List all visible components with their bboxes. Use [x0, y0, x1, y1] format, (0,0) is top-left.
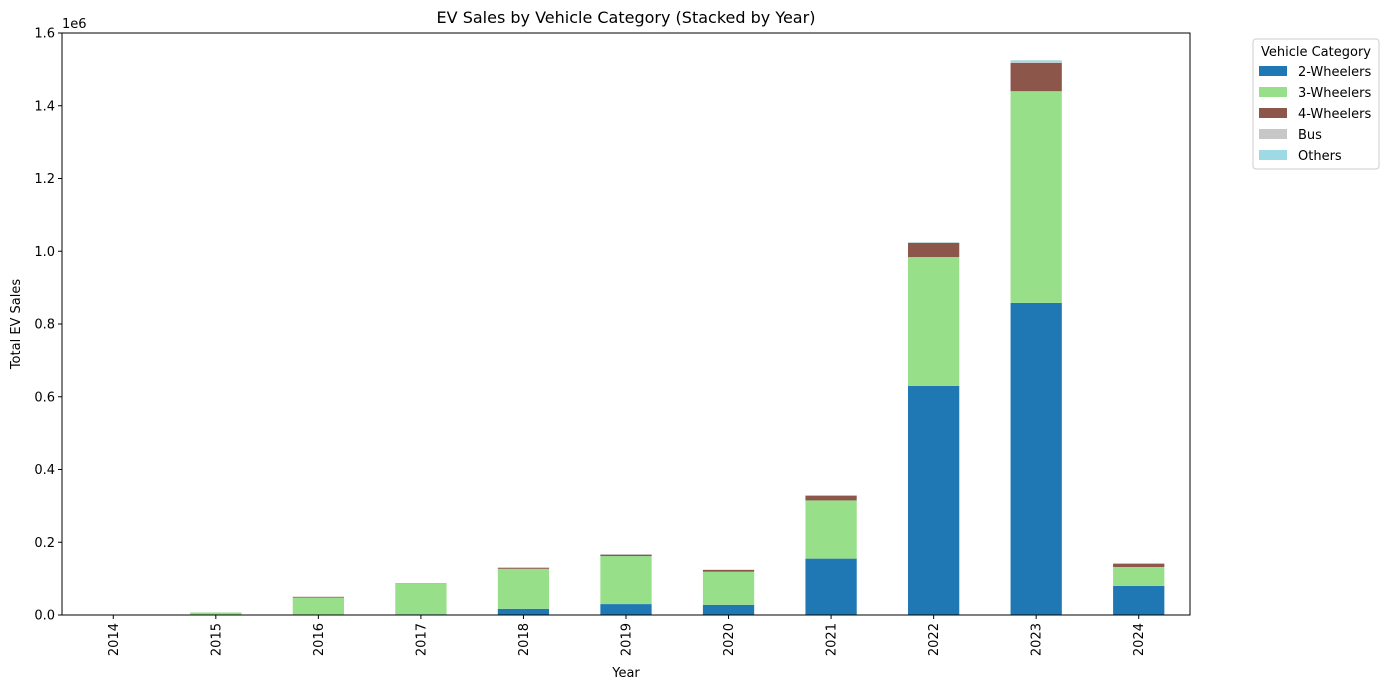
bar-4-wheelers-2023 [1010, 62, 1062, 92]
legend-label-3-wheelers: 3-Wheelers [1298, 86, 1371, 101]
x-tick-label: 2023 [1030, 623, 1045, 656]
bar-4-wheelers-2018 [497, 567, 550, 569]
x-tick-label: 2020 [722, 623, 737, 656]
bars-layer [87, 60, 1165, 615]
axes-layer: 0.0 0.2 0.4 0.6 0.8 1.0 1.2 1.4 1.6 2014 2015 2016 2… [34, 27, 1191, 656]
y-offset-label: 1e6 [62, 17, 87, 32]
y-tick-label: 0.8 [34, 318, 55, 333]
x-tick-label: 2016 [312, 623, 327, 656]
x-tick-label: 2017 [414, 623, 429, 656]
legend-swatch-others [1259, 150, 1287, 160]
legend: Vehicle Category 2-Wheelers 3-Wheelers 4-W… [1252, 38, 1380, 170]
y-tick-label: 0.2 [34, 536, 55, 551]
chart-title: EV Sales by Vehicle Category (Stacked by… [437, 8, 816, 27]
legend-title: Vehicle Category [1261, 45, 1371, 60]
bar-3-wheelers-2024 [1113, 566, 1165, 586]
legend-swatch-bus [1259, 129, 1287, 139]
bar-4-wheelers-2024 [1113, 563, 1165, 567]
x-tick-label: 2018 [517, 623, 532, 656]
x-tick-label: 2024 [1132, 623, 1147, 656]
y-tick-label: 0.0 [34, 609, 55, 624]
bar-4-wheelers-2021 [805, 495, 857, 501]
x-tick-label: 2019 [620, 623, 635, 656]
bar-2-wheelers-2019 [600, 604, 652, 615]
x-tick-label: 2015 [209, 623, 224, 656]
x-axis-label: Year [611, 666, 640, 681]
x-tick-label: 2022 [927, 623, 942, 656]
bar-2-wheelers-2023 [1010, 302, 1062, 615]
bar-others-2023 [1010, 60, 1062, 63]
bar-3-wheelers-2023 [1010, 91, 1062, 303]
bar-2-wheelers-2018 [497, 608, 550, 615]
legend-label-4-wheelers: 4-Wheelers [1298, 107, 1371, 122]
legend-swatch-4-wheelers [1259, 108, 1287, 118]
y-tick-label: 0.6 [34, 390, 55, 405]
bar-3-wheelers-2016 [292, 597, 344, 615]
bar-3-wheelers-2018 [497, 568, 550, 609]
bar-2-wheelers-2021 [805, 558, 857, 615]
x-tick-label: 2014 [107, 623, 122, 656]
y-tick-label: 0.4 [34, 463, 55, 478]
legend-swatch-3-wheelers [1259, 87, 1287, 97]
bar-3-wheelers-2022 [908, 257, 960, 386]
bar-4-wheelers-2016 [292, 596, 344, 598]
bar-4-wheelers-2022 [908, 242, 960, 258]
bar-2-wheelers-2022 [908, 385, 960, 615]
y-axis-label: Total EV Sales [9, 279, 24, 371]
bar-4-wheelers-2019 [600, 554, 652, 557]
y-tick-label: 1.4 [34, 99, 55, 114]
bar-bus-2023 [1010, 62, 1062, 63]
bar-3-wheelers-2019 [600, 556, 652, 605]
bar-4-wheelers-2020 [702, 569, 755, 572]
y-tick-label: 1.2 [34, 172, 55, 187]
bar-3-wheelers-2021 [805, 500, 857, 559]
legend-swatch-2-wheelers [1259, 66, 1287, 76]
legend-label-bus: Bus [1298, 128, 1322, 143]
bar-3-wheelers-2017 [395, 583, 447, 615]
y-tick-label: 1.6 [34, 27, 55, 42]
bar-3-wheelers-2020 [702, 571, 755, 605]
bar-2-wheelers-2024 [1113, 585, 1165, 615]
y-tick-label: 1.0 [34, 245, 55, 260]
legend-label-2-wheelers: 2-Wheelers [1298, 65, 1371, 80]
bar-2-wheelers-2020 [702, 604, 755, 615]
x-tick-label: 2021 [825, 623, 840, 656]
bar-3-wheelers-2015 [190, 612, 242, 615]
legend-label-others: Others [1298, 149, 1342, 164]
